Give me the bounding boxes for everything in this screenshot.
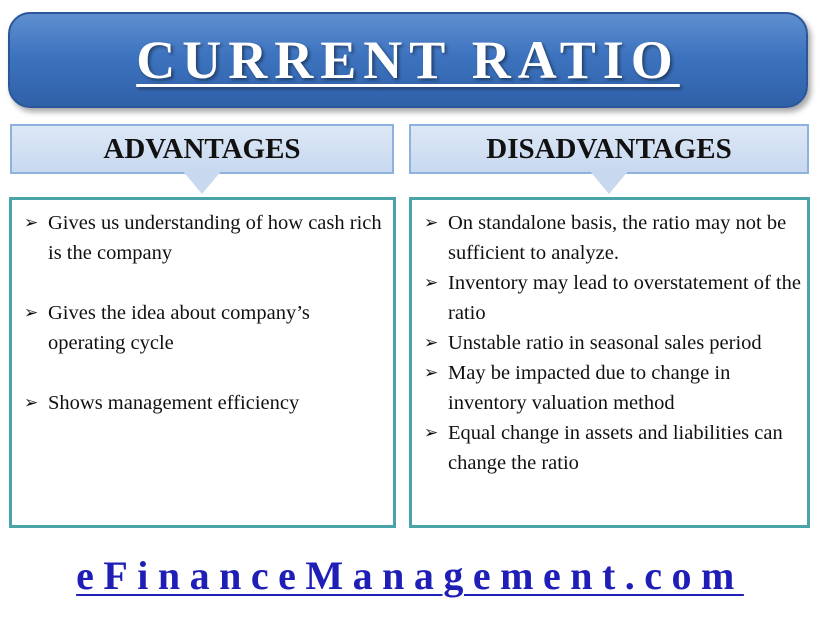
list-item: ➢ May be impacted due to change in invent… [412,358,801,418]
list-item: ➢ Shows management efficiency [12,388,385,418]
advantages-header-label: ADVANTAGES [103,132,301,165]
arrow-bullet-icon: ➢ [24,303,39,322]
list-item-text: Unstable ratio in seasonal sales period [448,332,762,354]
arrow-bullet-icon: ➢ [424,363,439,382]
advantages-header: ADVANTAGES [10,124,394,174]
advantages-panel: ➢ Gives us understanding of how cash rich… [9,197,396,528]
disadvantages-list: ➢ On standalone basis, the ratio may not … [412,200,807,478]
list-item-text: Inventory may lead to overstatement of t… [448,272,801,324]
arrow-bullet-icon: ➢ [424,213,439,232]
disadvantages-header-pointer [589,170,629,194]
list-item: ➢ Gives the idea about company’s operatin… [12,298,385,358]
list-item-text: Gives us understanding of how cash rich … [48,212,382,264]
arrow-bullet-icon: ➢ [424,273,439,292]
arrow-bullet-icon: ➢ [424,333,439,352]
list-item: ➢ Equal change in assets and liabilities … [412,418,801,478]
website-link[interactable]: eFinanceManagement.com [76,552,744,598]
arrow-bullet-icon: ➢ [424,423,439,442]
advantages-list: ➢ Gives us understanding of how cash rich… [12,200,393,418]
list-item-text: May be impacted due to change in invento… [448,362,731,414]
title-banner: CURRENT RATIO [8,12,808,108]
page-title: CURRENT RATIO [136,30,680,90]
list-item: ➢ Unstable ratio in seasonal sales period [412,328,801,358]
footer: eFinanceManagement.com [0,545,820,605]
list-item-text: Gives the idea about company’s operating… [48,302,310,354]
disadvantages-panel: ➢ On standalone basis, the ratio may not … [409,197,810,528]
disadvantages-header-label: DISADVANTAGES [486,132,732,165]
list-item-text: Shows management efficiency [48,392,300,414]
advantages-header-pointer [182,170,222,194]
list-item: ➢ On standalone basis, the ratio may not … [412,208,801,268]
arrow-bullet-icon: ➢ [24,213,39,232]
disadvantages-header: DISADVANTAGES [409,124,809,174]
list-item-text: On standalone basis, the ratio may not b… [448,212,787,264]
list-item: ➢ Gives us understanding of how cash rich… [12,208,385,268]
list-item-text: Equal change in assets and liabilities c… [448,422,783,474]
list-item: ➢ Inventory may lead to overstatement of … [412,268,801,328]
arrow-bullet-icon: ➢ [24,393,39,412]
